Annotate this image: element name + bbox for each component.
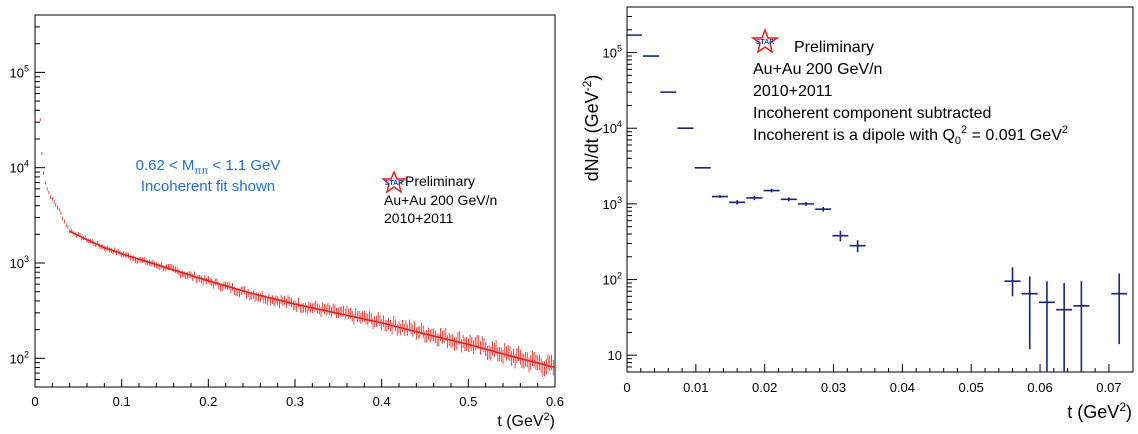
x-tick-label: 0.02	[752, 380, 777, 395]
left-y-axis-ticks: 102 103 104 105	[10, 14, 45, 388]
x-tick-label: 0.6	[546, 394, 564, 409]
left-x-axis-ticks: 0 0.1 0.2 0.3 0.4 0.5 0.6	[31, 379, 564, 409]
left-fit-curve	[69, 230, 556, 369]
left-system-label: Au+Au 200 GeV/n	[384, 192, 497, 208]
y-tick-label: 104	[603, 119, 622, 136]
left-preliminary-label: Preliminary	[405, 173, 475, 189]
y-tick-label: 105	[10, 63, 29, 80]
x-tick-label: 0.04	[890, 380, 915, 395]
right-system-label: Au+Au 200 GeV/n	[753, 61, 882, 78]
right-chart: 0 0.01 0.02 0.03 0.04 0.05 0.06 0.07 1010210310…	[580, 6, 1134, 422]
x-tick-label: 0.5	[459, 394, 477, 409]
y-tick-label: 102	[10, 349, 29, 366]
left-chart: 0 0.1 0.2 0.3 0.4 0.5 0.6 102 103 104 105 t (GeV2…	[10, 14, 564, 430]
left-x-axis-title: t (GeV2)	[497, 411, 555, 430]
mass-range-annotation: 0.62 < Mππ < 1.1 GeV	[136, 157, 281, 177]
fit-note-annotation: Incoherent fit shown	[141, 178, 275, 195]
left-years-label: 2010+2011	[384, 210, 454, 226]
x-tick-label: 0.06	[1027, 380, 1052, 395]
x-tick-label: 0	[623, 380, 630, 395]
right-years-label: 2010+2011	[753, 83, 832, 100]
right-plot-frame	[626, 6, 1134, 373]
right-data-points	[625, 34, 1128, 372]
y-tick-label: 105	[603, 44, 622, 61]
star-logo-text: STAR	[756, 39, 775, 46]
right-star-logo: STAR	[750, 27, 780, 54]
right-y-axis-title: dN/dt (GeV-2)	[580, 75, 602, 182]
star-logo-text: STAR	[385, 180, 404, 187]
y-tick-label: 103	[603, 195, 622, 212]
right-x-axis-title: t (GeV2)	[1067, 400, 1132, 422]
x-tick-label: 0.2	[199, 394, 217, 409]
left-star-logo: STAR	[380, 170, 408, 194]
y-tick-label: 10	[608, 348, 622, 363]
x-tick-label: 0.03	[821, 380, 846, 395]
x-tick-label: 0	[31, 394, 38, 409]
right-preliminary-label: Preliminary	[794, 39, 874, 56]
y-tick-label: 102	[603, 271, 622, 288]
x-tick-label: 0.3	[286, 394, 304, 409]
star-logo-icon	[750, 27, 780, 54]
right-y-axis-ticks: 10 102 103 104 105	[603, 6, 637, 373]
star-logo-icon	[380, 170, 408, 194]
x-tick-label: 0.4	[373, 394, 391, 409]
right-dipole-note: Incoherent is a dipole with Q02 = 0.091 …	[753, 124, 1068, 147]
y-tick-label: 104	[10, 159, 29, 176]
y-tick-label: 103	[10, 254, 29, 271]
x-tick-label: 0.07	[1096, 380, 1121, 395]
right-subtraction-note: Incoherent component subtracted	[753, 105, 991, 122]
left-data-points	[39, 118, 554, 377]
x-tick-label: 0.1	[113, 394, 131, 409]
x-tick-label: 0.05	[959, 380, 984, 395]
x-tick-label: 0.01	[683, 380, 708, 395]
